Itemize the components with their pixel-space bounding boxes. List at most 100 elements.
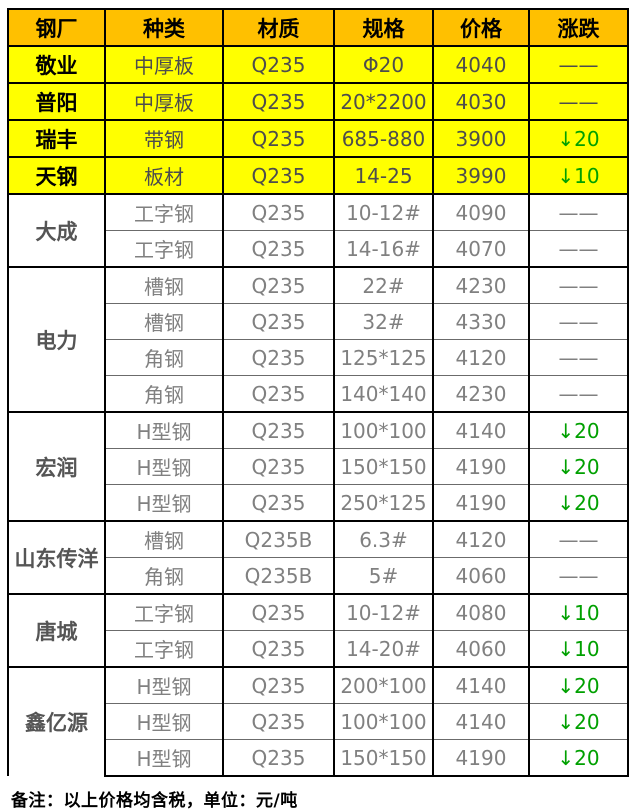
spec-cell: 100*100 [333,703,434,740]
grade-cell: Q235 [222,156,335,195]
table-row: 槽钢 Q235 32# 4330 —— [8,303,629,340]
type-cell: H型钢 [104,484,224,521]
type-cell: H型钢 [104,666,224,704]
spec-cell: 32# [333,303,434,340]
type-cell: H型钢 [104,411,224,449]
grade-cell: Q235 [222,703,335,740]
price-cell: 4120 [432,339,530,376]
price-cell: 4140 [432,411,530,449]
spec-cell: 685-880 [333,119,434,158]
table-row: 敬业 中厚板 Q235 Φ20 4040 —— [7,45,629,84]
header-change: 涨跌 [528,8,629,47]
grade-cell: Q235 [222,666,335,704]
header-grade: 材质 [222,8,335,47]
change-cell: —— [528,82,629,121]
table-row: H型钢 Q235 100*100 4140 ↓20 [8,703,629,740]
spec-cell: 125*125 [333,339,434,376]
type-cell: H型钢 [104,448,224,485]
table-row: 工字钢 Q235 14-16# 4070 —— [8,230,629,267]
change-cell: ↓10 [528,593,629,631]
table-row: 电力 槽钢 Q235 22# 4230 —— [7,266,629,412]
price-cell: 4190 [432,448,530,485]
type-cell: 带钢 [104,119,224,158]
spec-cell: 10-12# [333,593,434,631]
spec-cell: 14-25 [333,156,434,195]
price-cell: 3990 [432,156,530,195]
grade-cell: Q235 [222,193,335,231]
change-cell: ↓20 [528,666,629,704]
grade-cell: Q235 [222,484,335,521]
grade-cell: Q235 [222,375,335,412]
table-row: 普阳 中厚板 Q235 20*2200 4030 —— [7,82,629,121]
price-cell: 4060 [432,557,530,594]
change-cell: —— [528,193,629,231]
factory-cell: 唐城 [7,593,106,667]
price-cell: 4140 [432,666,530,704]
factory-cell: 普阳 [7,82,106,121]
type-cell: 槽钢 [104,520,224,558]
type-cell: 角钢 [104,557,224,594]
table-row: 角钢 Q235 125*125 4120 —— [8,339,629,376]
factory-cell: 宏润 [7,411,106,521]
type-cell: 角钢 [104,339,224,376]
change-cell: ↓20 [528,448,629,485]
price-cell: 4230 [432,375,530,412]
table-row: 角钢 Q235B 5# 4060 —— [8,557,629,594]
grade-cell: Q235 [222,593,335,631]
table-row: 天钢 板材 Q235 14-25 3990 ↓10 [7,156,629,195]
price-cell: 4230 [432,266,530,304]
header-price: 价格 [432,8,530,47]
change-cell: —— [528,520,629,558]
table-row: 角钢 Q235 140*140 4230 —— [8,375,629,412]
table-row: 唐城 工字钢 Q235 10-12# 4080 ↓10 [7,593,629,667]
change-cell: ↓20 [528,411,629,449]
table-row: 鑫亿源 H型钢 Q235 200*100 4140 ↓20 [7,666,629,776]
table-row: 山东传洋 槽钢 Q235B 6.3# 4120 —— [7,520,629,594]
factory-cell: 天钢 [7,156,106,195]
change-cell: —— [528,557,629,594]
spec-cell: 10-12# [333,193,434,231]
type-cell: 中厚板 [104,45,224,84]
header-spec: 规格 [333,8,434,47]
grade-cell: Q235 [222,266,335,304]
header-factory: 钢厂 [7,8,106,47]
table-header-row: 钢厂 种类 材质 规格 价格 涨跌 [7,8,629,47]
change-cell: ↓10 [528,630,629,667]
type-cell: 槽钢 [104,303,224,340]
table-row: 工字钢 Q235 14-20# 4060 ↓10 [8,630,629,667]
change-cell: —— [528,230,629,267]
table-row: 瑞丰 带钢 Q235 685-880 3900 ↓20 [7,119,629,158]
type-cell: 工字钢 [104,630,224,667]
price-cell: 4190 [432,739,530,777]
change-cell: —— [528,303,629,340]
grade-cell: Q235 [222,448,335,485]
table-row: 宏润 H型钢 Q235 100*100 4140 ↓20 [7,411,629,521]
change-cell: ↓20 [528,703,629,740]
table-row: H型钢 Q235 250*125 4190 ↓20 [8,484,629,521]
price-cell: 4030 [432,82,530,121]
spec-cell: 6.3# [333,520,434,558]
spec-cell: 5# [333,557,434,594]
spec-cell: 22# [333,266,434,304]
steel-price-table: 钢厂 种类 材质 规格 价格 涨跌 敬业 中厚板 Q235 Φ20 4040 —— 普阳 中厚… [7,8,629,777]
table-row: H型钢 Q235 150*150 4190 ↓20 [8,448,629,485]
factory-cell: 敬业 [7,45,106,84]
spec-cell: 14-16# [333,230,434,267]
grade-cell: Q235 [222,82,335,121]
price-cell: 4080 [432,593,530,631]
factory-cell: 瑞丰 [7,119,106,158]
price-cell: 4120 [432,520,530,558]
type-cell: 工字钢 [104,230,224,267]
grade-cell: Q235 [222,230,335,267]
grade-cell: Q235 [222,119,335,158]
spec-cell: 200*100 [333,666,434,704]
price-cell: 4060 [432,630,530,667]
factory-cell: 山东传洋 [7,520,106,594]
grade-cell: Q235B [222,520,335,558]
factory-cell: 大成 [7,193,106,267]
grade-cell: Q235 [222,303,335,340]
price-cell: 4090 [432,193,530,231]
price-cell: 4070 [432,230,530,267]
type-cell: 角钢 [104,375,224,412]
type-cell: 中厚板 [104,82,224,121]
